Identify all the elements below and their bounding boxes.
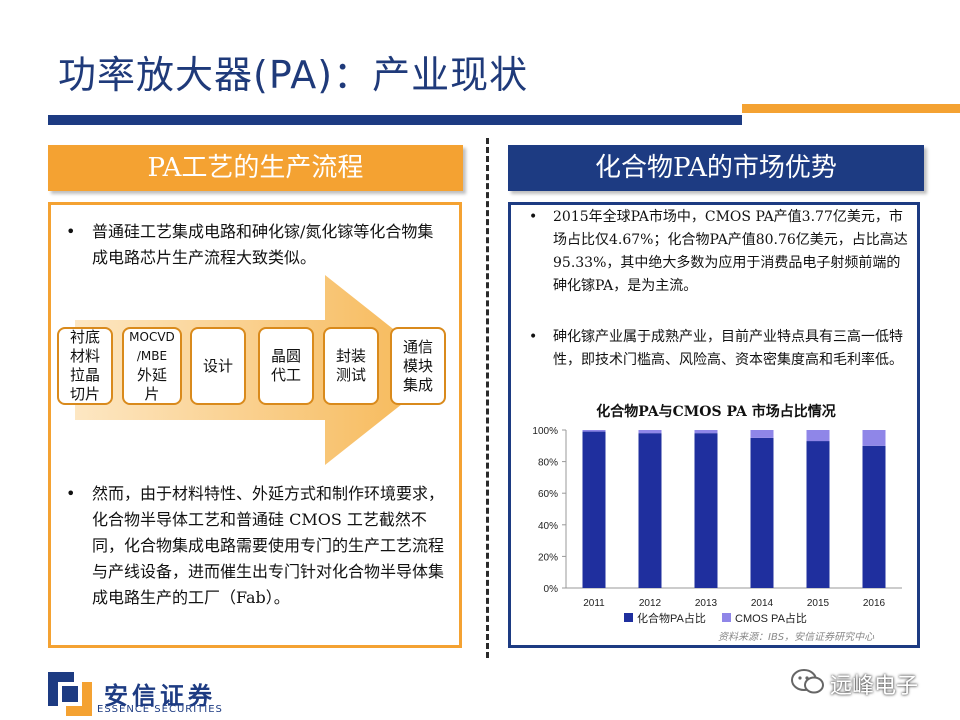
y-tick-label: 20% (538, 552, 558, 563)
x-tick-label: 2014 (751, 598, 774, 609)
process-step-line: 设计 (202, 356, 233, 375)
y-tick-label: 40% (538, 521, 558, 532)
right-bullet-2-text: 砷化镓产业属于成熟产业，目前产业特点具有三高一低特性，即技术门槛高、风险高、资本… (553, 329, 903, 368)
process-step-line: 代工 (270, 366, 301, 384)
right-section-header: 化合物PA的市场优势 (508, 145, 924, 191)
watermark-text: 远峰电子 (830, 674, 919, 699)
bar-cmos (862, 430, 886, 446)
bullet-dot: • (529, 329, 538, 345)
right-bullet-1-text: 2015年全球PA市场中，CMOS PA产值3.77亿美元，市场占比仅4.67%… (553, 209, 908, 294)
process-step-line: 片 (144, 385, 160, 403)
bar-compound (806, 441, 830, 588)
title-underline-orange (742, 104, 960, 113)
y-tick-label: 100% (532, 426, 558, 437)
bar-compound (638, 433, 662, 588)
process-step: 通信 模块 集成 (390, 327, 446, 405)
dashed-divider (486, 138, 489, 658)
x-tick-label: 2012 (639, 598, 662, 609)
process-step-line: 外延 (136, 366, 167, 384)
x-tick-label: 2013 (695, 598, 718, 609)
bullet-dot: • (529, 209, 538, 225)
process-step: 封装 测试 (323, 327, 379, 405)
logo-name-en: ESSENCE SECURITIES (97, 704, 223, 715)
process-step-line: 测试 (335, 366, 366, 384)
x-tick-label: 2015 (807, 598, 830, 609)
bar-cmos (806, 430, 830, 442)
process-step-line: 切片 (69, 385, 100, 403)
bar-compound (750, 437, 774, 588)
essence-logo-icon (48, 672, 92, 716)
process-step: MOCVD/MBE 外延片 (122, 327, 182, 405)
legend-swatch (624, 613, 633, 622)
process-step-line: 集成 (402, 375, 433, 394)
x-tick-label: 2016 (863, 598, 886, 609)
bullet-dot: • (66, 222, 76, 241)
process-step-line: 衬底 (69, 328, 100, 346)
process-step: 设计 (190, 327, 246, 405)
wechat-icon (791, 669, 824, 694)
x-tick-label: 2011 (583, 598, 605, 609)
left-section-header: PA工艺的生产流程 (48, 145, 463, 191)
market-share-chart: 0% 20% 40% 60% 80% 100% 2011 2012 2013 2014 2015 20… (532, 426, 902, 625)
process-step-line: MOCVD (129, 330, 175, 344)
legend-label: CMOS PA占比 (735, 611, 807, 625)
chart-title: 化合物PA与CMOS PA 市场占比情况 (596, 404, 836, 420)
legend-swatch (722, 613, 731, 622)
process-step-line: 晶圆 (270, 347, 301, 365)
bar-compound (862, 445, 886, 588)
bar-compound (694, 433, 718, 588)
left-bullet-2: • 然而，由于材料特性、外延方式和制作环境要求，化合物半导体工艺和普通硅 CMO… (66, 481, 452, 611)
bar-compound (582, 431, 606, 588)
bar-cmos (750, 430, 774, 438)
process-step-line: 材料 (69, 347, 100, 365)
title-underline-blue (48, 115, 742, 125)
process-step-line: 封装 (335, 347, 366, 365)
process-step: 衬底 材料 拉晶 切片 (57, 327, 113, 405)
right-bullet-1: • 2015年全球PA市场中，CMOS PA产值3.77亿美元，市场占比仅4.6… (529, 206, 913, 298)
chart-source: 资料来源：IBS，安信证券研究中心 (718, 632, 875, 643)
process-step-line: 模块 (402, 356, 433, 375)
page-title: 功率放大器(PA)：产业现状 (58, 53, 529, 97)
left-bullet-1: • 普通硅工艺集成电路和砷化镓/氮化镓等化合物集成电路芯片生产流程大致类似。 (66, 219, 444, 271)
right-bullet-2: • 砷化镓产业属于成熟产业，目前产业特点具有三高一低特性，即技术门槛高、风险高、… (529, 326, 913, 372)
y-tick-label: 0% (544, 584, 559, 595)
bar-cmos (638, 430, 662, 434)
bar-cmos (582, 430, 606, 432)
left-bullet-2-text: 然而，由于材料特性、外延方式和制作环境要求，化合物半导体工艺和普通硅 CMOS … (92, 484, 445, 607)
y-tick-label: 60% (538, 489, 558, 500)
legend-label: 化合物PA占比 (637, 611, 706, 625)
process-step-line: 通信 (402, 337, 433, 356)
left-bullet-1-text: 普通硅工艺集成电路和砷化镓/氮化镓等化合物集成电路芯片生产流程大致类似。 (92, 222, 434, 267)
bullet-dot: • (66, 484, 76, 503)
process-step: 晶圆 代工 (258, 327, 314, 405)
process-step-line: /MBE (136, 349, 168, 363)
bar-cmos (694, 430, 718, 434)
logo-name-cn: 安信证券 (104, 682, 216, 710)
process-step-line: 拉晶 (69, 366, 100, 384)
left-content-box (48, 202, 462, 648)
y-tick-label: 80% (538, 458, 558, 469)
